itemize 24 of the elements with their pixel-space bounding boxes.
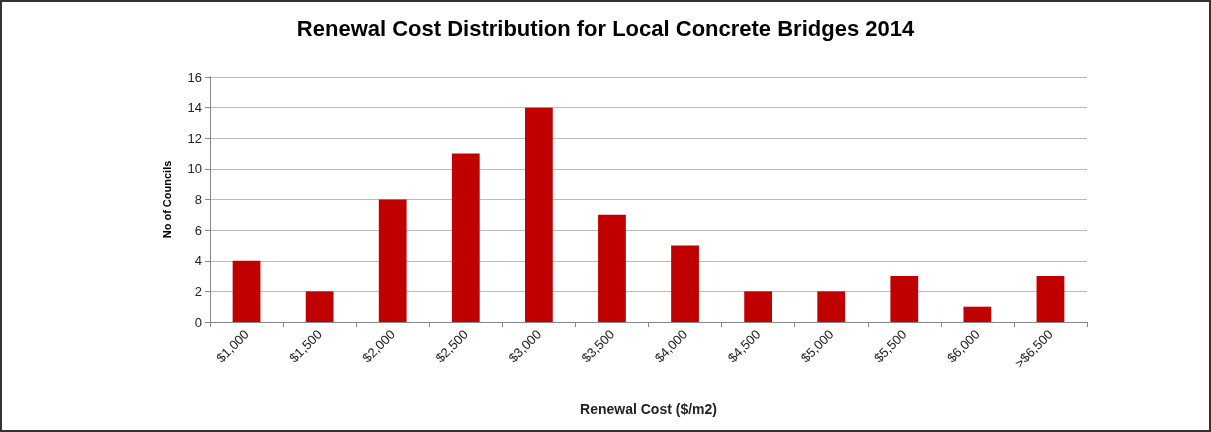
y-tick-label: 0 (194, 314, 202, 330)
y-axis-title: No of Councils (160, 160, 173, 239)
y-tick-label: 12 (187, 130, 202, 146)
y-tick-label: 14 (187, 100, 202, 116)
y-tick-label: 10 (187, 161, 202, 177)
bar (598, 214, 626, 322)
chart-title: Renewal Cost Distribution for Local Concrete Bridges 2014 (296, 15, 915, 41)
y-tick-label: 16 (187, 69, 202, 85)
bar (305, 291, 334, 322)
y-tick-label: 2 (194, 283, 202, 299)
bar (378, 199, 407, 322)
y-tick-label: 4 (194, 253, 202, 269)
bar (451, 153, 480, 322)
bar (890, 276, 919, 322)
bar (671, 245, 699, 322)
bar (817, 291, 846, 322)
bar (1036, 276, 1065, 322)
x-axis-title: Renewal Cost ($/m2) (580, 401, 717, 417)
bar (744, 291, 773, 322)
bar (524, 107, 553, 322)
bar (232, 260, 261, 322)
y-tick-label: 8 (194, 192, 202, 207)
y-tick-label: 6 (194, 222, 202, 238)
bar (963, 306, 992, 322)
